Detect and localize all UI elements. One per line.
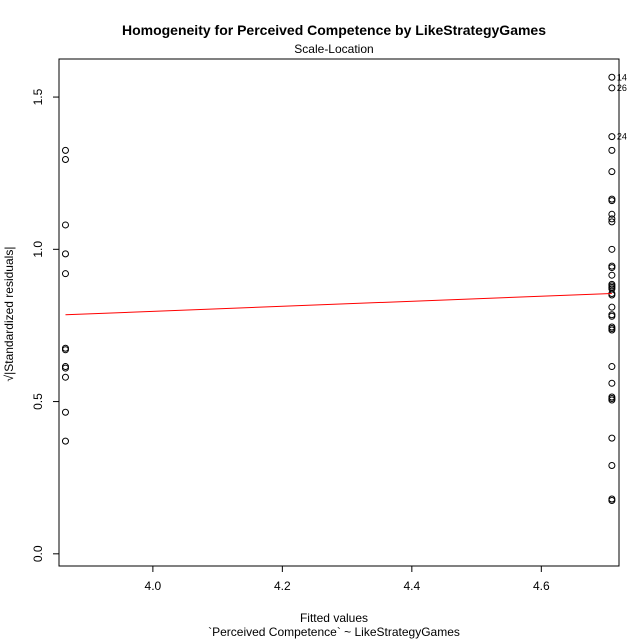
smooth-line (65, 292, 612, 316)
residual-point (608, 363, 616, 371)
residual-point (61, 373, 69, 381)
residual-point (608, 434, 616, 442)
chart-title: Homogeneity for Perceived Competence by … (122, 22, 546, 38)
residual-point (61, 270, 69, 278)
residual-point (608, 84, 616, 92)
residual-point (608, 245, 616, 253)
plot-frame (58, 58, 620, 567)
residual-point (608, 168, 616, 176)
residual-point (61, 221, 69, 229)
residual-point (61, 437, 69, 445)
chart-subtitle: Scale-Location (294, 42, 373, 56)
y-tick-label: 0.5 (31, 393, 45, 410)
residual-point (608, 73, 616, 81)
residual-point (61, 155, 69, 163)
residual-point (608, 396, 616, 404)
point-label: 14 (617, 72, 627, 82)
residual-point (608, 133, 616, 141)
residual-point (608, 215, 616, 223)
x-axis-label: Fitted values (300, 611, 368, 625)
residual-point (608, 264, 616, 272)
model-formula-caption: `Perceived Competence` ~ LikeStrategyGam… (208, 625, 460, 639)
x-axis: 4.0 4.2 4.4 4.6 (145, 566, 550, 593)
y-axis-label: √|Standardized residuals| (2, 247, 16, 382)
x-tick-label: 4.0 (145, 579, 162, 593)
residual-point (608, 379, 616, 387)
point-label: 24 (617, 132, 627, 142)
smooth-line-group (65, 292, 612, 316)
x-tick-label: 4.4 (403, 579, 420, 593)
y-axis: 0.0 0.5 1.0 1.5 (31, 88, 59, 562)
y-tick-label: 1.0 (31, 241, 45, 258)
y-tick-label: 0.0 (31, 545, 45, 562)
residual-point (608, 271, 616, 279)
residual-point (608, 218, 616, 226)
residual-point (61, 146, 69, 154)
y-tick-label: 1.5 (31, 88, 45, 105)
x-tick-label: 4.2 (274, 579, 291, 593)
residual-point (608, 197, 616, 205)
residual-point (608, 326, 616, 334)
point-label: 26 (617, 83, 627, 93)
residual-point (61, 364, 69, 372)
residual-point (61, 250, 69, 258)
residual-point (608, 291, 616, 299)
residual-point (61, 408, 69, 416)
residual-point (608, 210, 616, 218)
residual-point (608, 497, 616, 505)
residual-points (61, 73, 616, 505)
residual-point (608, 303, 616, 311)
residual-point (608, 146, 616, 154)
residual-point (608, 462, 616, 470)
x-tick-label: 4.6 (533, 579, 550, 593)
residual-point (61, 346, 69, 354)
residual-point (608, 312, 616, 320)
